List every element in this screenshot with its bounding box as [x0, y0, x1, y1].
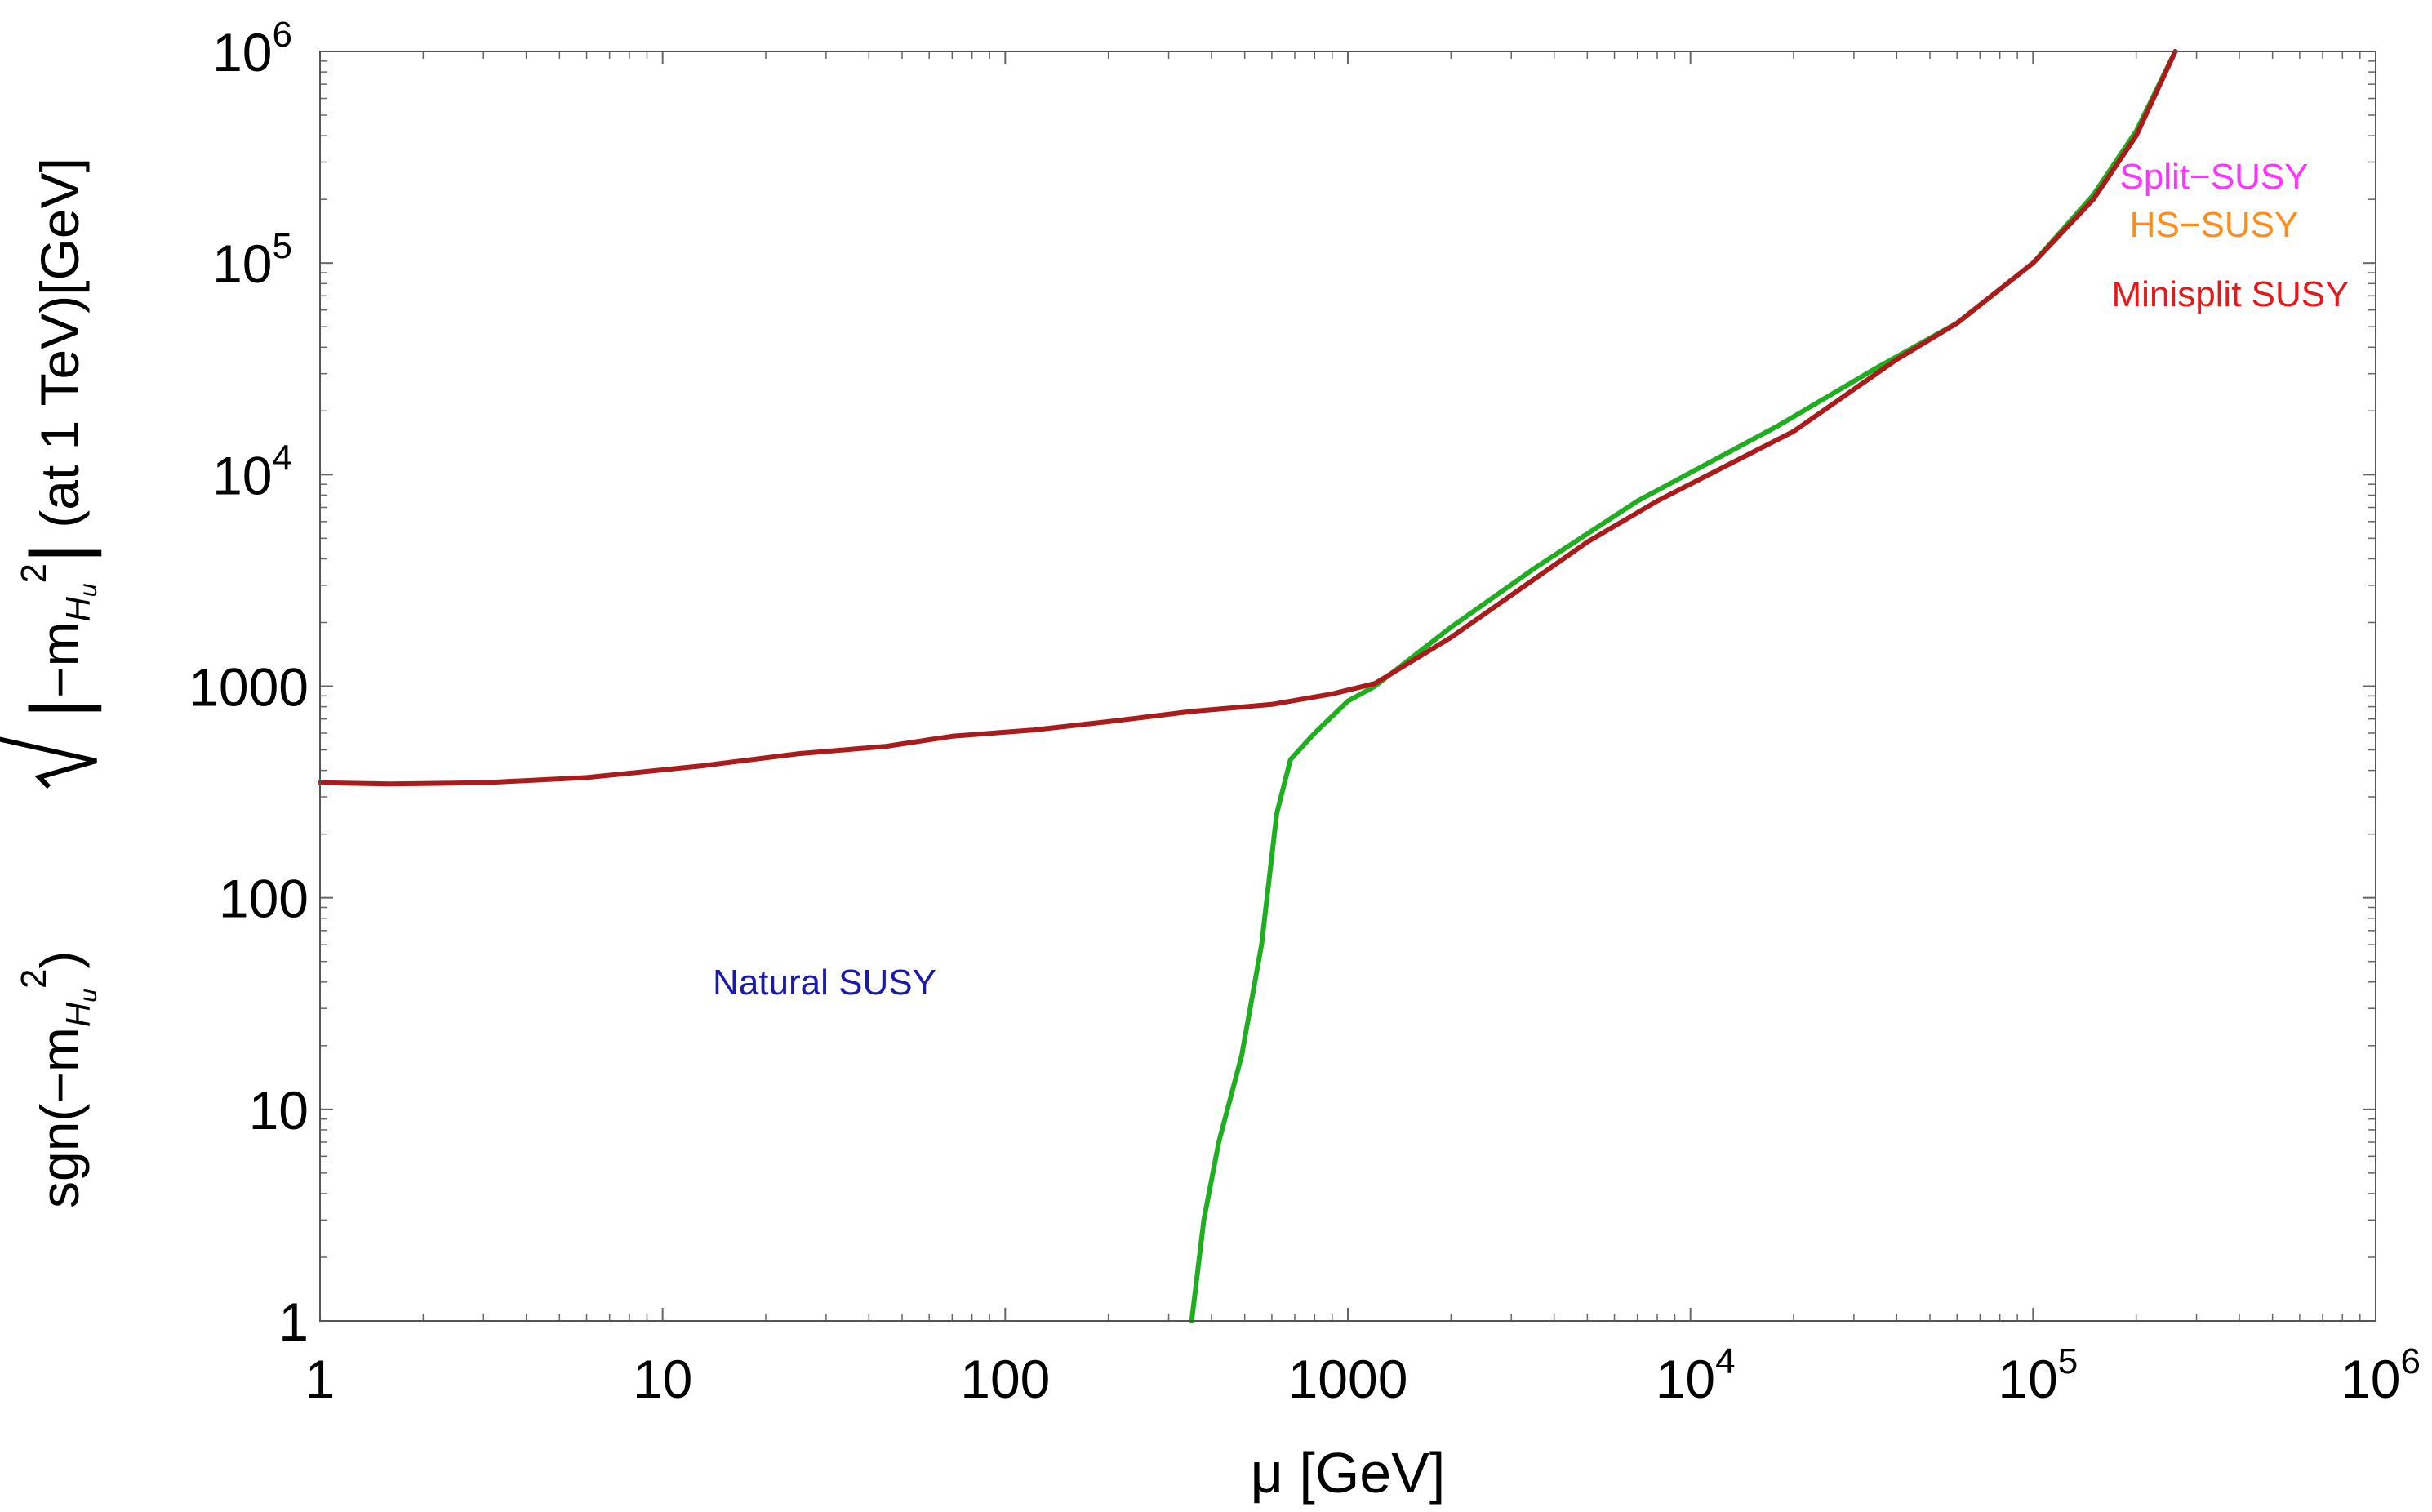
x-tick-label: 105 — [1998, 1341, 2078, 1409]
ticks-layer — [319, 51, 2376, 1322]
x-tick-label-exponent: 5 — [2058, 1341, 2078, 1381]
y-tick-label: 100 — [219, 869, 309, 929]
y-title-rad-sup: 2 — [14, 563, 54, 583]
plot-frame — [319, 51, 2376, 1322]
svg-text:|−mHu2| (at 1 TeV)[GeV]: |−mHu2| (at 1 TeV)[GeV] — [14, 158, 102, 718]
y-tick-label-exponent: 6 — [273, 15, 292, 55]
x-tick-label: 104 — [1656, 1341, 1736, 1409]
x-tick-label-base: 10 — [2341, 1349, 2400, 1409]
y-title-sub: H — [59, 1002, 97, 1027]
annotation-minisplit-susy: Minisplit SUSY — [2112, 274, 2350, 314]
annotation-split-susy: Split−SUSY — [2119, 157, 2308, 197]
x-tick-label-base: 10 — [1656, 1349, 1715, 1409]
y-tick-label-base: 10 — [212, 233, 272, 294]
y-tick-label: 104 — [212, 438, 292, 505]
y-title-subsub: u — [75, 989, 102, 1003]
x-tick-label: 100 — [960, 1349, 1050, 1409]
y-tick-label: 1000 — [189, 657, 309, 718]
abs-bar-left: | — [15, 698, 102, 718]
x-tick-label-exponent: 4 — [1715, 1341, 1735, 1381]
x-tick-label: 10 — [633, 1349, 692, 1409]
x-tick-label: 106 — [2341, 1341, 2421, 1409]
x-tick-label: 1000 — [1288, 1349, 1408, 1409]
y-title-mid: ) — [29, 951, 90, 969]
svg-text:sgn(−mHu2): sgn(−mHu 2) — [14, 951, 102, 1208]
y-title-rad-sub: H — [59, 597, 97, 622]
abs-bar-right: | — [15, 543, 102, 563]
y-tick-label: 106 — [212, 15, 292, 82]
y-tick-label-base: 10 — [212, 22, 272, 82]
y-title-prefix: sgn(−m — [29, 1027, 90, 1208]
annotation-hs-susy: HS−SUSY — [2130, 205, 2299, 245]
y-tick-label: 10 — [249, 1080, 309, 1141]
y-tick-label: 1 — [278, 1292, 309, 1352]
y-title-suffix: (at 1 TeV)[GeV] — [29, 158, 90, 543]
x-tick-label: 1 — [305, 1349, 336, 1409]
y-tick-label-exponent: 4 — [273, 438, 292, 478]
x-tick-label-exponent: 6 — [2400, 1341, 2420, 1381]
series-line-dark-red — [318, 49, 2178, 787]
y-title-sup: 2 — [14, 969, 54, 989]
x-axis-title: μ [GeV] — [1251, 1441, 1446, 1505]
annotation-natural-susy: Natural SUSY — [713, 963, 936, 1003]
y-title-rad-prefix: −m — [29, 622, 90, 699]
y-tick-label-exponent: 5 — [273, 226, 292, 266]
x-tick-labels: 1 10 100 1000 104 105 106 — [305, 1341, 2421, 1409]
y-tick-label: 105 — [212, 226, 292, 294]
y-axis-title: sgn(−mHu2) |−mHu2| (at 1 TeV)[GeV] — [0, 158, 102, 1208]
x-tick-label-base: 10 — [1998, 1349, 2057, 1409]
y-tick-label-base: 10 — [212, 445, 272, 505]
radical-sign — [0, 327, 97, 789]
y-title-rad-subsub: u — [75, 583, 102, 597]
series-layer — [318, 49, 2178, 1323]
